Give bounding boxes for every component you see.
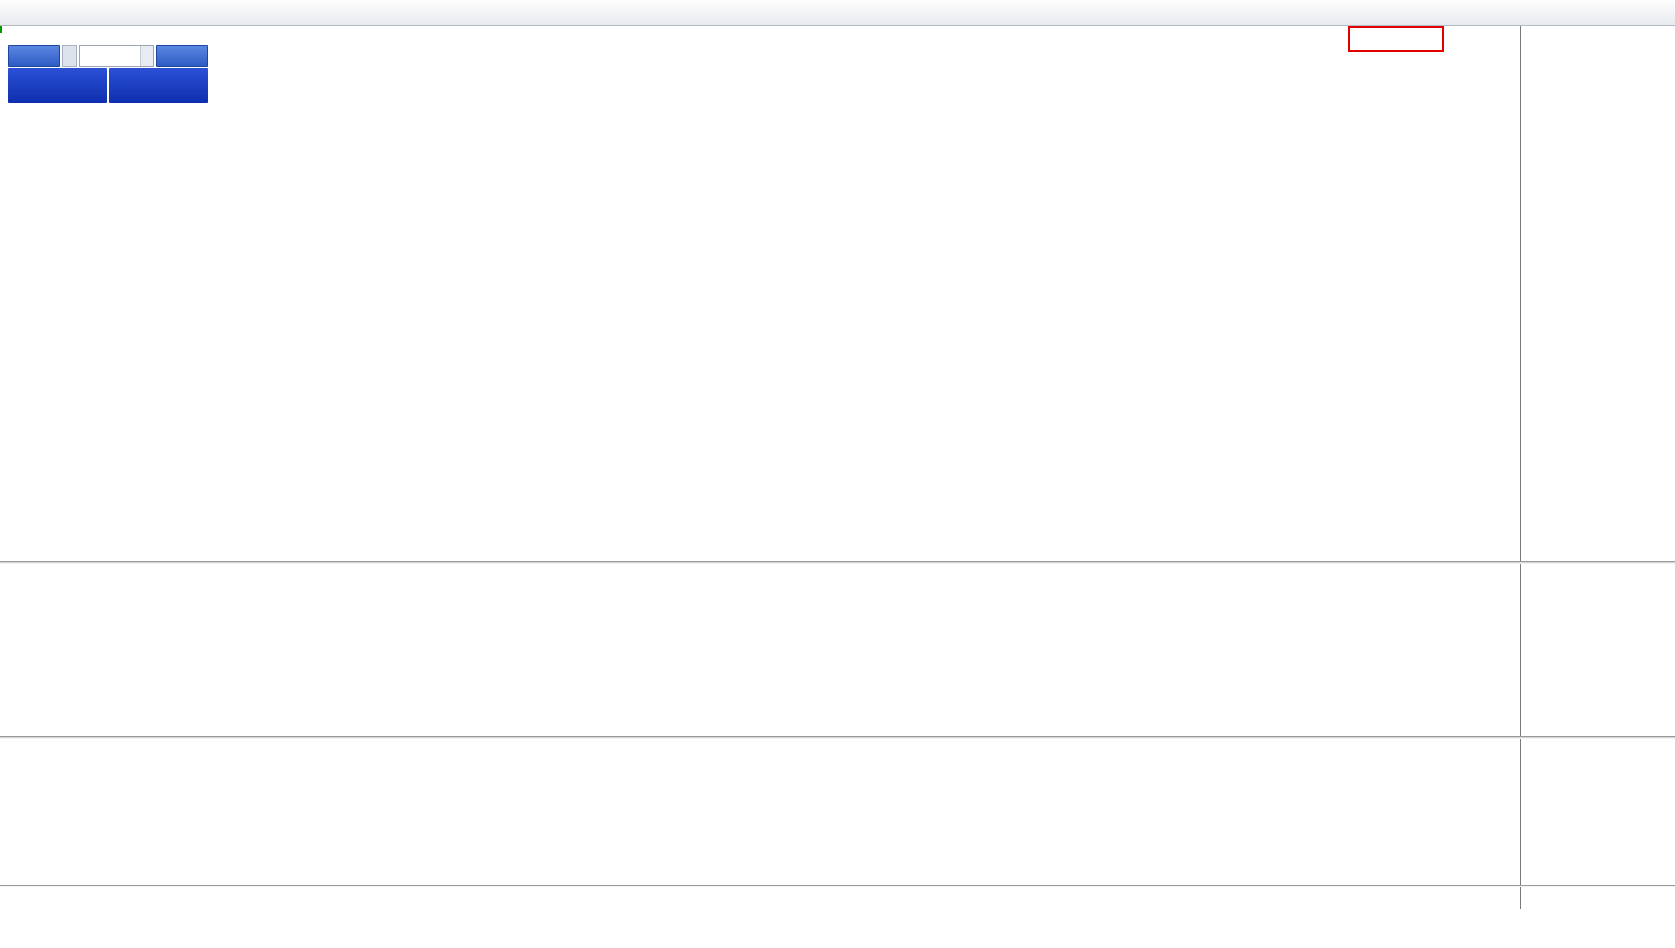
trade-panel-controls xyxy=(8,45,208,67)
buy-price-button[interactable] xyxy=(109,68,208,103)
chart-objects-layer xyxy=(0,26,1520,561)
price-axis[interactable] xyxy=(1520,26,1675,909)
highlight-trendline[interactable] xyxy=(0,26,2,33)
trade-options-dropdown[interactable] xyxy=(62,45,77,67)
volume-spinner xyxy=(140,46,153,66)
rsi-panel-canvas[interactable] xyxy=(0,739,1520,885)
volume-up-icon[interactable] xyxy=(141,46,153,56)
one-click-trading-panel xyxy=(8,45,208,103)
price-callout[interactable] xyxy=(1348,26,1444,52)
toolbar xyxy=(0,0,1675,26)
panel-splitter[interactable] xyxy=(0,736,1675,739)
time-axis[interactable] xyxy=(0,887,1520,909)
volume-down-icon[interactable] xyxy=(141,56,153,66)
sell-price-button[interactable] xyxy=(8,68,107,103)
panel-splitter[interactable] xyxy=(0,561,1675,564)
main-chart-canvas[interactable] xyxy=(0,26,1520,561)
macd-panel-canvas[interactable] xyxy=(0,564,1520,736)
trade-panel-prices xyxy=(8,68,208,103)
sell-button[interactable] xyxy=(8,45,60,67)
volume-input[interactable] xyxy=(80,46,140,66)
panel-splitter[interactable] xyxy=(0,885,1675,887)
volume-field xyxy=(79,45,154,67)
buy-button[interactable] xyxy=(156,45,208,67)
